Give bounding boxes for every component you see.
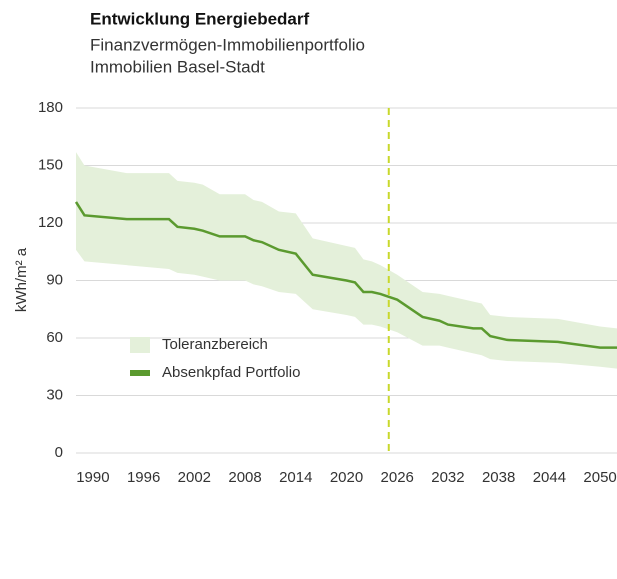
- x-tick-label: 2032: [431, 469, 464, 486]
- x-tick-label: 1996: [127, 469, 160, 486]
- y-tick-label: 120: [38, 214, 63, 231]
- y-tick-label: 60: [46, 329, 63, 346]
- legend-label: Absenkpfad Portfolio: [162, 364, 300, 381]
- x-tick-label: 2038: [482, 469, 515, 486]
- line: [74, 201, 617, 349]
- y-tick-label: 180: [38, 99, 63, 116]
- x-tick-label: 2008: [228, 469, 261, 486]
- legend-swatch: [130, 370, 150, 376]
- x-tick-label: 2050: [583, 469, 616, 486]
- chart-subtitle: Immobilien Basel-Stadt: [90, 57, 265, 76]
- x-tick-label: 2014: [279, 469, 312, 486]
- chart-title: Entwicklung Energiebedarf: [90, 9, 309, 28]
- y-tick-label: 150: [38, 156, 63, 173]
- tolerance-band: [76, 152, 617, 369]
- x-tick-label: 2002: [178, 469, 211, 486]
- legend-label: Toleranzbereich: [162, 336, 268, 353]
- x-tick-label: 2020: [330, 469, 363, 486]
- y-axis-label: kWh/m² a: [13, 247, 30, 312]
- y-tick-label: 0: [55, 444, 63, 461]
- x-tick-label: 2044: [533, 469, 566, 486]
- legend-swatch: [130, 337, 150, 353]
- x-tick-label: 1990: [76, 469, 109, 486]
- chart-subtitle: Finanzvermögen-Immobilienportfolio: [90, 35, 365, 54]
- x-tick-label: 2026: [381, 469, 414, 486]
- y-tick-label: 30: [46, 386, 63, 403]
- y-tick-label: 90: [46, 271, 63, 288]
